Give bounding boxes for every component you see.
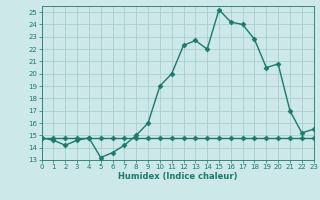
X-axis label: Humidex (Indice chaleur): Humidex (Indice chaleur) <box>118 172 237 181</box>
